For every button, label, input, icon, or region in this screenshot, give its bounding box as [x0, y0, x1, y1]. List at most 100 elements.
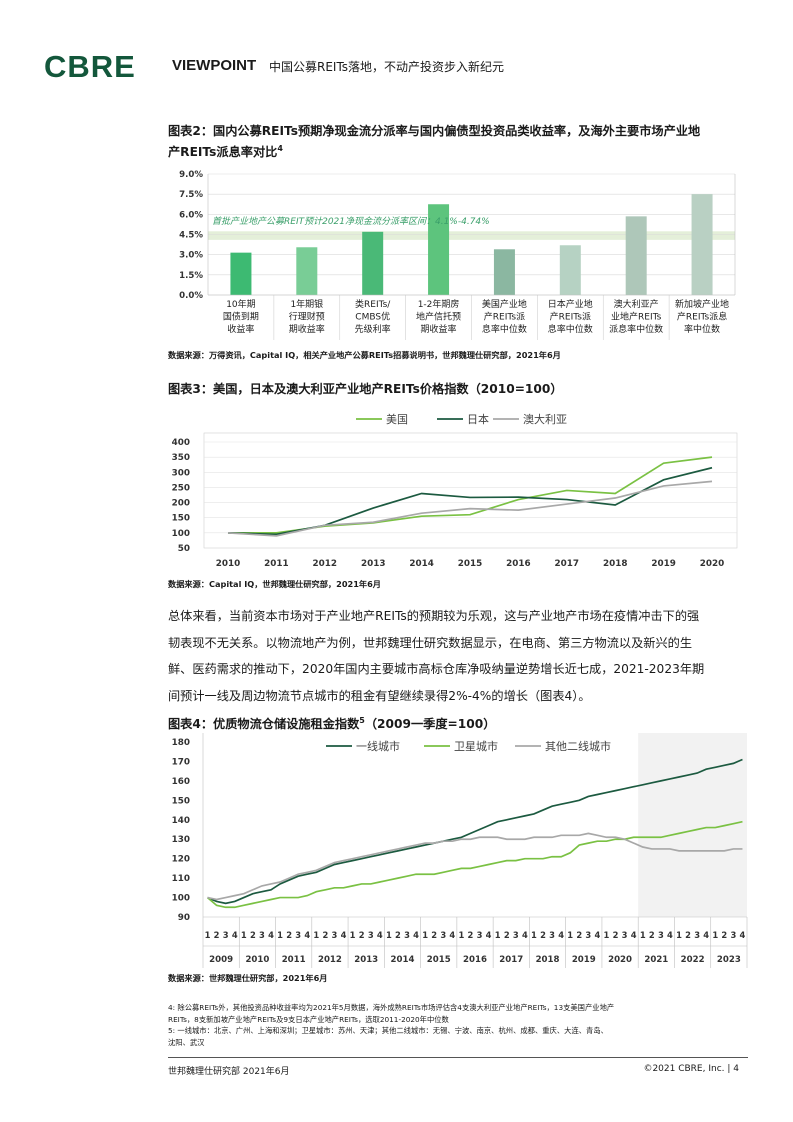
- x-category-label: 澳大利亚产: [614, 298, 659, 310]
- quarter-label: 1: [531, 930, 537, 940]
- body-line: 韧表现不无关系。以物流地产为例，世邦魏理仕研究数据显示，在电商、第三方物流以及新…: [168, 635, 693, 650]
- x-category-label: 日本产业地: [548, 298, 593, 310]
- quarter-label: 2: [613, 930, 619, 940]
- figure3-title: 图表3：美国，日本及澳大利亚产业地产REITs价格指数（2010=100）: [168, 382, 563, 396]
- bar: [428, 204, 450, 295]
- series-line-1: [228, 456, 713, 534]
- year-label: 2014: [391, 955, 415, 965]
- y-tick-label: 90: [178, 913, 190, 923]
- quarter-label: 4: [377, 930, 383, 940]
- forecast-shade: [638, 733, 747, 917]
- footnote-line: 4: 除公募REITs外，其他投资品种收益率均为2021年5月数据，海外成熟RE…: [168, 1003, 615, 1012]
- footer-divider: [168, 1057, 748, 1058]
- x-category-label: 息率中位数: [548, 323, 593, 335]
- quarter-label: 2: [685, 930, 691, 940]
- quarter-label: 3: [440, 930, 446, 940]
- quarter-label: 3: [368, 930, 374, 940]
- bar: [493, 249, 515, 295]
- x-category-label: 新加坡产业地: [675, 298, 729, 310]
- x-category-label: 率中位数: [684, 323, 720, 335]
- y-tick-label: 0.0%: [179, 291, 203, 301]
- y-tick-label: 300: [172, 468, 190, 478]
- legend-label: 澳大利亚: [523, 412, 567, 426]
- series-line-3: [227, 480, 713, 537]
- figure2-source: 数据来源：万得资讯，Capital IQ，相关产业地产公募REITs招募说明书，…: [168, 350, 561, 360]
- quarter-label: 1: [313, 930, 319, 940]
- quarter-label: 3: [513, 930, 519, 940]
- quarter-label: 1: [422, 930, 428, 940]
- x-category-label: 先级利率: [355, 323, 391, 335]
- quarter-label: 2: [468, 930, 474, 940]
- y-tick-label: 1.5%: [179, 271, 203, 281]
- y-tick-label: 100: [172, 529, 190, 539]
- x-category-label: 产REITs派: [484, 311, 525, 323]
- x-tick-label: 2020: [700, 559, 724, 569]
- y-tick-label: 7.5%: [179, 190, 203, 200]
- quarter-label: 4: [740, 930, 746, 940]
- plot-border: [203, 432, 738, 549]
- quarter-label: 1: [277, 930, 283, 940]
- quarter-label: 4: [667, 930, 673, 940]
- quarter-label: 3: [585, 930, 591, 940]
- quarter-label: 4: [413, 930, 419, 940]
- quarter-label: 4: [449, 930, 455, 940]
- footnotes: 4: 除公募REITs外，其他投资品种收益率均为2021年5月数据，海外成熟RE…: [168, 1002, 748, 1048]
- x-tick-label: 2012: [313, 559, 337, 569]
- year-label: 2023: [717, 955, 741, 965]
- y-tick-label: 250: [172, 483, 190, 493]
- legend-label: 卫星城市: [454, 739, 498, 753]
- quarter-label: 4: [304, 930, 310, 940]
- y-tick-label: 180: [172, 738, 190, 748]
- quarter-label: 1: [604, 930, 610, 940]
- footer-right: ©2021 CBRE, Inc. | 4: [643, 1064, 739, 1074]
- x-category-label: 1-2年期房: [418, 298, 460, 310]
- legend-label: 美国: [386, 413, 408, 426]
- quarter-label: 4: [268, 930, 274, 940]
- y-tick-label: 9.0%: [179, 170, 203, 180]
- legend-label: 日本: [467, 412, 489, 426]
- year-label: 2022: [681, 955, 705, 965]
- body-paragraph: 总体来看，当前资本市场对于产业地产REITs的预期较为乐观，这与产业地产市场在疫…: [168, 603, 748, 709]
- legend-label: 其他二线城市: [545, 739, 611, 753]
- quarter-label: 2: [214, 930, 220, 940]
- y-tick-label: 3.0%: [179, 251, 203, 261]
- y-tick-label: 120: [172, 855, 190, 865]
- figure3-source: 数据来源：Capital IQ，世邦魏理仕研究部，2021年6月: [168, 579, 381, 589]
- x-category-label: 类REITs/: [355, 298, 391, 310]
- y-tick-label: 150: [172, 796, 190, 806]
- quarter-label: 2: [721, 930, 727, 940]
- band-annotation: 首批产业地产公募REIT预计2021净现金流分派率区间：4.1%-4.74%: [212, 216, 490, 227]
- x-category-label: 息率中位数: [482, 323, 527, 335]
- quarter-label: 2: [431, 930, 437, 940]
- viewpoint-label: VIEWPOINT: [172, 57, 257, 74]
- quarter-label: 2: [540, 930, 546, 940]
- year-label: 2020: [608, 955, 632, 965]
- footnote-line: REITs，8支新加坡产业地产REITs及9支日本产业地产REITs，选取201…: [168, 1014, 449, 1024]
- x-tick-label: 2016: [506, 559, 530, 569]
- quarter-label: 4: [703, 930, 709, 940]
- footnote-line: 沈阳、武汉: [168, 1037, 205, 1047]
- figure4-title: 图表4：优质物流仓储设施租金指数5（2009一季度=100）: [168, 716, 496, 732]
- year-label: 2015: [427, 955, 451, 965]
- x-tick-label: 2011: [264, 559, 288, 569]
- quarter-label: 1: [567, 930, 573, 940]
- year-label: 2012: [318, 955, 342, 965]
- quarter-label: 3: [332, 930, 338, 940]
- bar: [559, 245, 581, 295]
- quarter-label: 2: [395, 930, 401, 940]
- quarter-label: 1: [386, 930, 392, 940]
- body-line: 间预计一线及周边物流节点城市的租金有望继续录得2%-4%的增长（图表4）。: [168, 688, 591, 703]
- quarter-label: 2: [359, 930, 365, 940]
- x-tick-label: 2018: [603, 559, 627, 569]
- x-category-label: 业地产REITs: [611, 311, 662, 323]
- x-tick-label: 2014: [409, 559, 433, 569]
- x-category-label: 产REITs派息: [677, 311, 727, 323]
- quarter-label: 3: [223, 930, 229, 940]
- cbre-logo: CBRE: [44, 49, 136, 84]
- year-label: 2019: [572, 955, 596, 965]
- quarter-label: 1: [640, 930, 646, 940]
- year-label: 2018: [536, 955, 560, 965]
- x-category-label: 10年期: [226, 298, 255, 310]
- year-label: 2016: [463, 955, 487, 965]
